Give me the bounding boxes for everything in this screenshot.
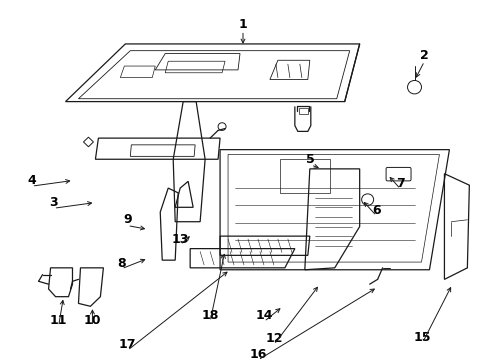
Text: 4: 4	[27, 174, 36, 187]
Text: 17: 17	[119, 338, 136, 351]
Text: 8: 8	[117, 257, 125, 270]
Text: 5: 5	[306, 153, 315, 166]
Text: 2: 2	[419, 49, 428, 62]
Text: 3: 3	[49, 196, 58, 209]
Text: 10: 10	[83, 314, 101, 327]
Text: 7: 7	[395, 177, 404, 190]
Text: 16: 16	[249, 348, 266, 360]
Text: 15: 15	[413, 330, 430, 343]
Text: 11: 11	[50, 314, 67, 327]
Text: 14: 14	[255, 309, 272, 323]
Text: 12: 12	[264, 332, 282, 346]
Text: 9: 9	[123, 213, 131, 226]
Text: 6: 6	[371, 204, 380, 217]
Text: 1: 1	[238, 18, 247, 31]
Text: 13: 13	[171, 233, 188, 246]
Text: 18: 18	[201, 309, 218, 323]
